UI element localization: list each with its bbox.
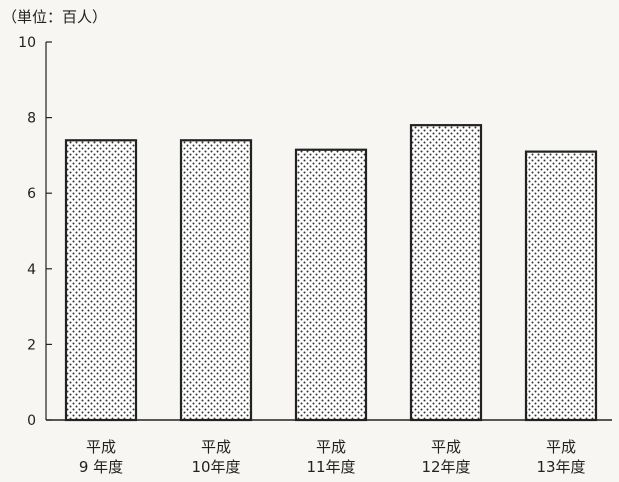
bar [64, 139, 138, 422]
y-axis: 0 2 4 6 8 10 [18, 35, 52, 429]
x-category-label: 12年度 [421, 458, 470, 476]
y-tick-label: 0 [27, 413, 36, 429]
bar [179, 139, 253, 422]
bars-group [64, 124, 598, 422]
unit-label: （単位：百人） [2, 8, 107, 26]
bar [524, 150, 598, 422]
y-tick-label: 10 [18, 35, 36, 51]
x-category-label: 平成 [546, 438, 576, 456]
x-category-label: 平成 [316, 438, 346, 456]
x-category-label: 平成 [201, 438, 231, 456]
x-category-label: 平成 [431, 438, 461, 456]
y-tick-label: 4 [27, 262, 36, 278]
y-tick-label: 8 [27, 111, 36, 127]
bar [294, 148, 368, 422]
x-category-label: 11年度 [306, 458, 355, 476]
bar [409, 124, 483, 422]
x-axis-labels: 平成 9 年度 平成 10年度 平成 11年度 平成 12年度 平成 13年度 [79, 438, 586, 476]
x-category-label: 10年度 [191, 458, 240, 476]
x-category-label: 13年度 [536, 458, 585, 476]
x-category-label: 9 年度 [79, 458, 123, 476]
x-category-label: 平成 [86, 438, 116, 456]
y-tick-label: 6 [27, 186, 36, 202]
y-tick-label: 2 [27, 337, 36, 353]
